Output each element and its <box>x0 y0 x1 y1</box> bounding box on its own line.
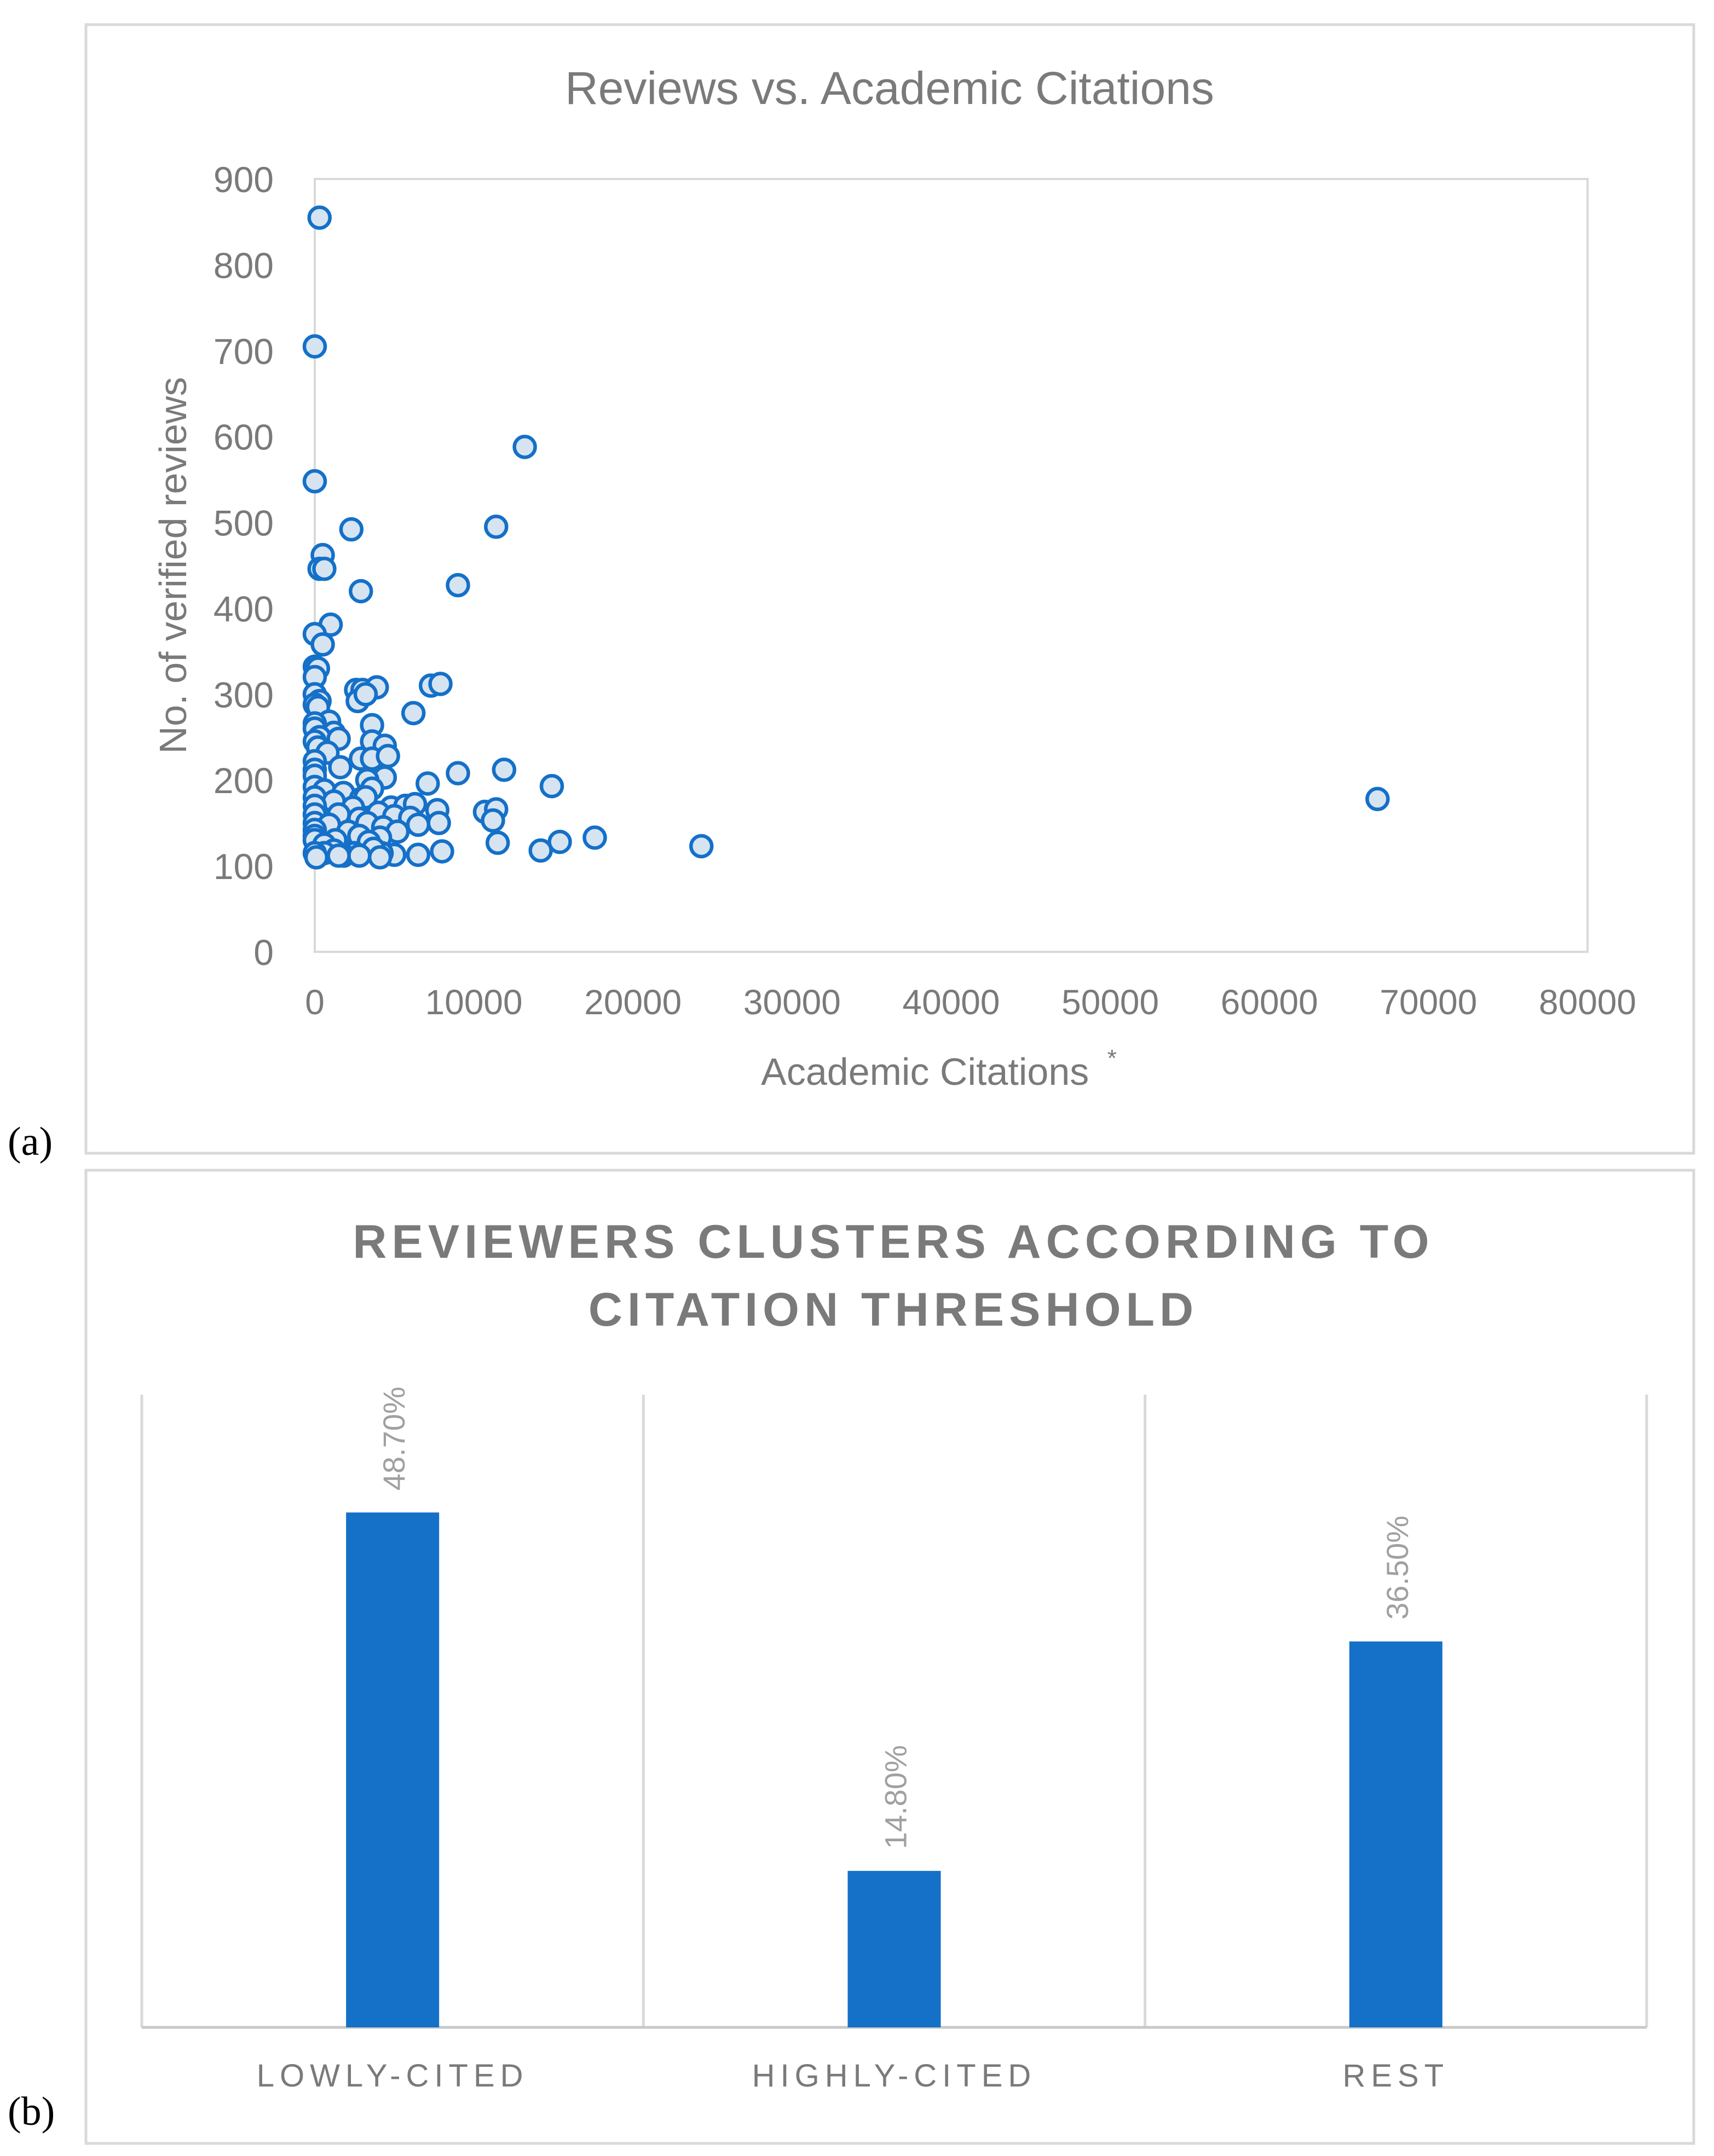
bar-category-label: LOWLY-CITED <box>257 2058 529 2094</box>
y-tick-label: 400 <box>213 588 274 629</box>
bar <box>847 1871 941 2027</box>
scatter-panel: Reviews vs. Academic Citations 0 100 200 30… <box>8 23 1695 1164</box>
scatter-point <box>326 843 351 868</box>
scatter-point <box>376 744 400 768</box>
bar-category-label: REST <box>1342 2058 1449 2094</box>
panel-label-a: (a) <box>8 1119 53 1164</box>
scatter-point <box>446 761 470 785</box>
scatter-point <box>484 515 509 539</box>
scatter-point <box>512 435 537 459</box>
x-tick-label: 30000 <box>743 982 841 1022</box>
scatter-point <box>492 758 517 782</box>
scatter-point <box>367 845 393 870</box>
x-tick-label: 10000 <box>425 982 523 1022</box>
scatter-point <box>304 845 329 870</box>
scatter-point <box>406 842 431 867</box>
scatter-point <box>307 205 332 230</box>
x-tick-label: 20000 <box>584 982 682 1022</box>
y-tick-label: 700 <box>213 331 274 372</box>
scatter-chart-title: Reviews vs. Academic Citations <box>565 62 1214 114</box>
scatter-x-axis: 0 10000 20000 30000 40000 50000 60000 70000 8000… <box>305 982 1636 1022</box>
scatter-x-axis-title-note: * <box>1107 1045 1117 1072</box>
bar-value-label: 48.70% <box>377 1386 411 1490</box>
scatter-y-axis-title: No. of verified reviews <box>152 377 194 754</box>
scatter-point <box>353 682 378 707</box>
panel-label-b: (b) <box>8 2089 55 2134</box>
scatter-point <box>302 469 327 494</box>
scatter-point <box>582 825 607 850</box>
scatter-point <box>406 812 431 837</box>
bar-value-label: 14.80% <box>879 1745 913 1849</box>
y-tick-label: 100 <box>213 846 274 887</box>
scatter-points <box>302 205 1390 870</box>
y-tick-label: 0 <box>253 932 274 973</box>
scatter-point <box>428 672 453 696</box>
y-tick-label: 200 <box>213 760 274 801</box>
y-tick-label: 600 <box>213 417 274 458</box>
scatter-point <box>446 573 470 598</box>
bar-category-separators <box>140 1395 1648 2027</box>
x-tick-label: 50000 <box>1061 982 1159 1022</box>
y-tick-label: 900 <box>213 159 274 200</box>
x-tick-label: 80000 <box>1539 982 1636 1022</box>
scatter-point <box>347 843 372 868</box>
scatter-x-axis-title: Academic Citations * <box>761 1045 1117 1093</box>
scatter-point <box>415 771 440 796</box>
scatter-point <box>312 557 337 581</box>
bar-marks: 48.70% LOWLY-CITED 14.80% HIGHLY-CITED 36.50… <box>257 1386 1449 2094</box>
scatter-point <box>547 829 572 854</box>
scatter-point <box>339 517 364 542</box>
x-tick-label: 60000 <box>1221 982 1318 1022</box>
scatter-y-axis: 0 100 200 300 400 500 600 700 800 900 <box>213 159 274 973</box>
y-tick-label: 800 <box>213 245 274 286</box>
scatter-point <box>349 579 373 604</box>
bar-panel: REVIEWERS CLUSTERS ACCORDING TO CITATION… <box>8 1169 1695 2145</box>
x-tick-label: 70000 <box>1380 982 1477 1022</box>
bar <box>1349 1641 1442 2027</box>
scatter-point <box>689 834 714 859</box>
bar-chart-title-line-2: CITATION THRESHOLD <box>588 1284 1198 1336</box>
scatter-point <box>310 632 335 657</box>
y-tick-label: 300 <box>213 674 274 715</box>
scatter-point <box>426 811 451 835</box>
scatter-point <box>430 839 454 864</box>
scatter-point <box>485 830 510 856</box>
bar-category-label: HIGHLY-CITED <box>752 2058 1037 2094</box>
scatter-point <box>1365 787 1390 811</box>
y-tick-label: 500 <box>213 503 274 544</box>
bar <box>346 1512 440 2027</box>
scatter-point <box>481 808 505 833</box>
scatter-x-axis-title-text: Academic Citations <box>761 1050 1089 1093</box>
scatter-point <box>302 334 327 359</box>
bar-value-label: 36.50% <box>1380 1516 1415 1620</box>
x-tick-label: 40000 <box>903 982 1000 1022</box>
bar-chart-title-line-1: REVIEWERS CLUSTERS ACCORDING TO <box>353 1216 1434 1268</box>
scatter-point <box>528 838 553 863</box>
scatter-point <box>539 773 564 799</box>
scatter-point <box>401 701 426 726</box>
x-tick-label: 0 <box>305 982 325 1022</box>
scatter-point <box>328 755 353 779</box>
